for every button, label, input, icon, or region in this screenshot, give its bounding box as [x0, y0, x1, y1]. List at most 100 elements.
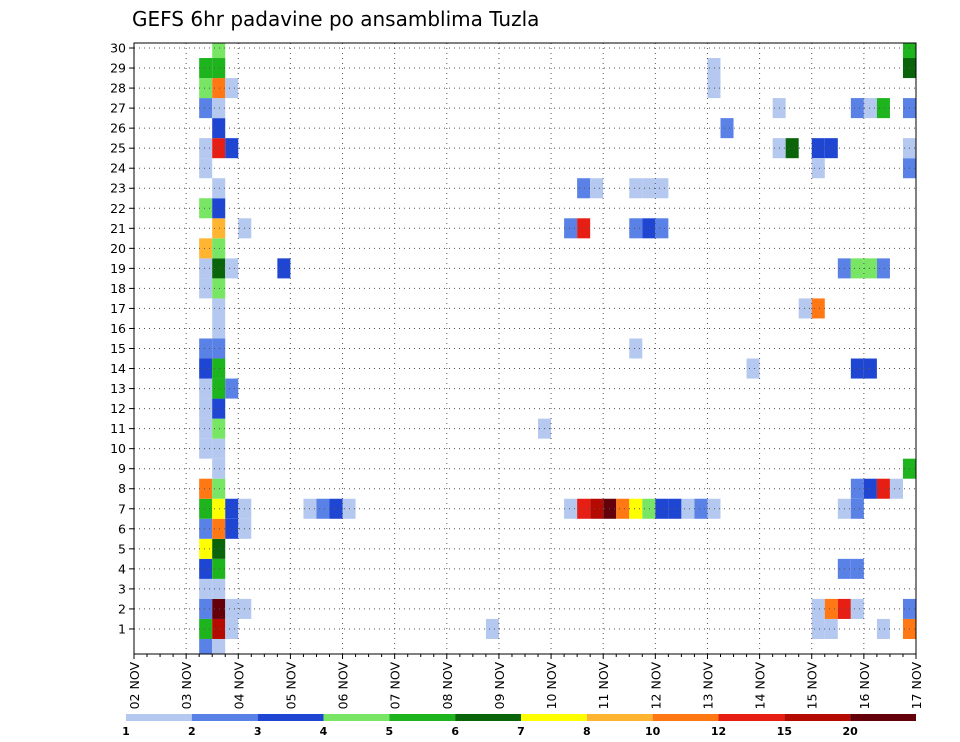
heatmap-cell	[199, 238, 213, 259]
y-tick-label: 25	[110, 141, 126, 156]
y-tick-label: 29	[110, 61, 126, 76]
heatmap-cell	[707, 498, 721, 519]
heatmap-cell	[616, 498, 630, 519]
y-tick-label: 15	[110, 341, 126, 356]
x-tick-label: 12 NOV	[648, 662, 663, 710]
heatmap-cell	[212, 418, 226, 439]
y-tick-label: 30	[110, 41, 126, 56]
x-tick-label: 06 NOV	[336, 662, 351, 710]
heatmap-cell	[212, 378, 226, 399]
grid-lines	[134, 43, 916, 654]
heatmap-cell	[629, 338, 643, 359]
y-tick-label: 14	[110, 361, 126, 376]
heatmap-cells	[199, 43, 916, 654]
heatmap-cell	[863, 478, 877, 499]
x-tick-label: 02 NOV	[127, 662, 142, 710]
heatmap-cell	[720, 118, 734, 139]
colorbar-segment	[455, 714, 521, 721]
heatmap-cell	[316, 498, 330, 519]
y-tick-label: 19	[110, 261, 126, 276]
colorbar-segment	[850, 714, 916, 721]
heatmap-cell	[199, 538, 213, 559]
heatmap-cell	[212, 138, 226, 159]
heatmap-cell	[876, 478, 890, 499]
colorbar-segment	[521, 714, 587, 721]
heatmap-cell	[707, 58, 721, 79]
heatmap-cell	[212, 558, 226, 579]
heatmap-cell	[212, 458, 226, 479]
heatmap-cell	[212, 43, 226, 59]
colorbar-label: 3	[254, 725, 262, 738]
y-tick-label: 6	[118, 521, 126, 536]
heatmap-cell	[785, 138, 799, 159]
heatmap-cell	[811, 618, 825, 639]
x-tick-label: 16 NOV	[857, 662, 872, 710]
y-tick-label: 11	[110, 421, 126, 436]
colorbar-segment	[784, 714, 851, 721]
x-tick-label: 05 NOV	[283, 662, 298, 710]
y-tick-label: 7	[118, 501, 126, 516]
heatmap-cell	[707, 78, 721, 99]
y-tick-label: 28	[110, 81, 126, 96]
y-tick-label: 27	[110, 101, 126, 116]
heatmap-cell	[199, 138, 213, 159]
heatmap-cell	[850, 98, 864, 119]
heatmap-cell	[212, 58, 226, 79]
heatmap-cell	[212, 638, 226, 654]
y-tick-label: 26	[110, 121, 126, 136]
heatmap-cell	[212, 298, 226, 319]
heatmap-cell	[212, 198, 226, 219]
heatmap-cell	[863, 358, 877, 379]
x-axis: 02 NOV 03 NOV 04 NOV 05 NOV 06 NOV 07 NOV 08 N…	[127, 654, 924, 709]
heatmap-cell	[199, 558, 213, 579]
x-tick-label: 14 NOV	[753, 662, 768, 710]
colorbar-segment	[257, 714, 324, 721]
x-tick-label: 13 NOV	[700, 662, 715, 710]
colorbar-segment	[389, 714, 456, 721]
y-tick-label: 16	[110, 321, 126, 336]
heatmap-cell	[681, 498, 695, 519]
heatmap-cell	[199, 78, 213, 99]
heatmap-cell	[225, 138, 239, 159]
heatmap-cell	[212, 318, 226, 339]
y-tick-label: 23	[110, 181, 126, 196]
heatmap-cell	[212, 618, 226, 639]
heatmap-cell	[212, 98, 226, 119]
heatmap-cell	[811, 138, 825, 159]
heatmap-cell	[199, 618, 213, 639]
y-tick-label: 18	[110, 281, 126, 296]
heatmap-cell	[485, 618, 499, 639]
y-tick-label: 10	[110, 441, 126, 456]
colorbar: 1 2 3 4 5 6 7 8 10 12 15 20	[122, 714, 916, 738]
colorbar-label: 20	[843, 725, 859, 738]
heatmap-cell	[824, 598, 838, 619]
heatmap-cell	[577, 218, 591, 239]
heatmap-cell	[199, 518, 213, 539]
y-tick-label: 8	[118, 481, 126, 496]
heatmap-cell	[564, 218, 578, 239]
x-tick-label: 08 NOV	[440, 662, 455, 710]
heatmap-cell	[655, 498, 669, 519]
y-tick-label: 5	[118, 541, 126, 556]
heatmap-cell	[199, 638, 213, 654]
x-tick-label: 15 NOV	[805, 662, 820, 710]
heatmap-cell	[564, 498, 578, 519]
heatmap-cell	[642, 218, 656, 239]
heatmap-cell	[694, 498, 708, 519]
heatmap-cell	[212, 538, 226, 559]
heatmap-cell	[629, 178, 643, 199]
heatmap-cell	[225, 498, 239, 519]
heatmap-cell	[225, 258, 239, 279]
chart-title: GEFS 6hr padavine po ansamblima Tuzla	[132, 7, 539, 31]
heatmap-cell	[329, 498, 343, 519]
heatmap-cell	[225, 378, 239, 399]
heatmap-cell	[798, 298, 812, 319]
heatmap-cell	[199, 578, 213, 599]
heatmap-cell	[199, 258, 213, 279]
heatmap-cell	[850, 358, 864, 379]
y-tick-label: 4	[118, 561, 126, 576]
heatmap-cell	[199, 338, 213, 359]
colorbar-label: 12	[711, 725, 726, 738]
heatmap-cell	[199, 398, 213, 419]
